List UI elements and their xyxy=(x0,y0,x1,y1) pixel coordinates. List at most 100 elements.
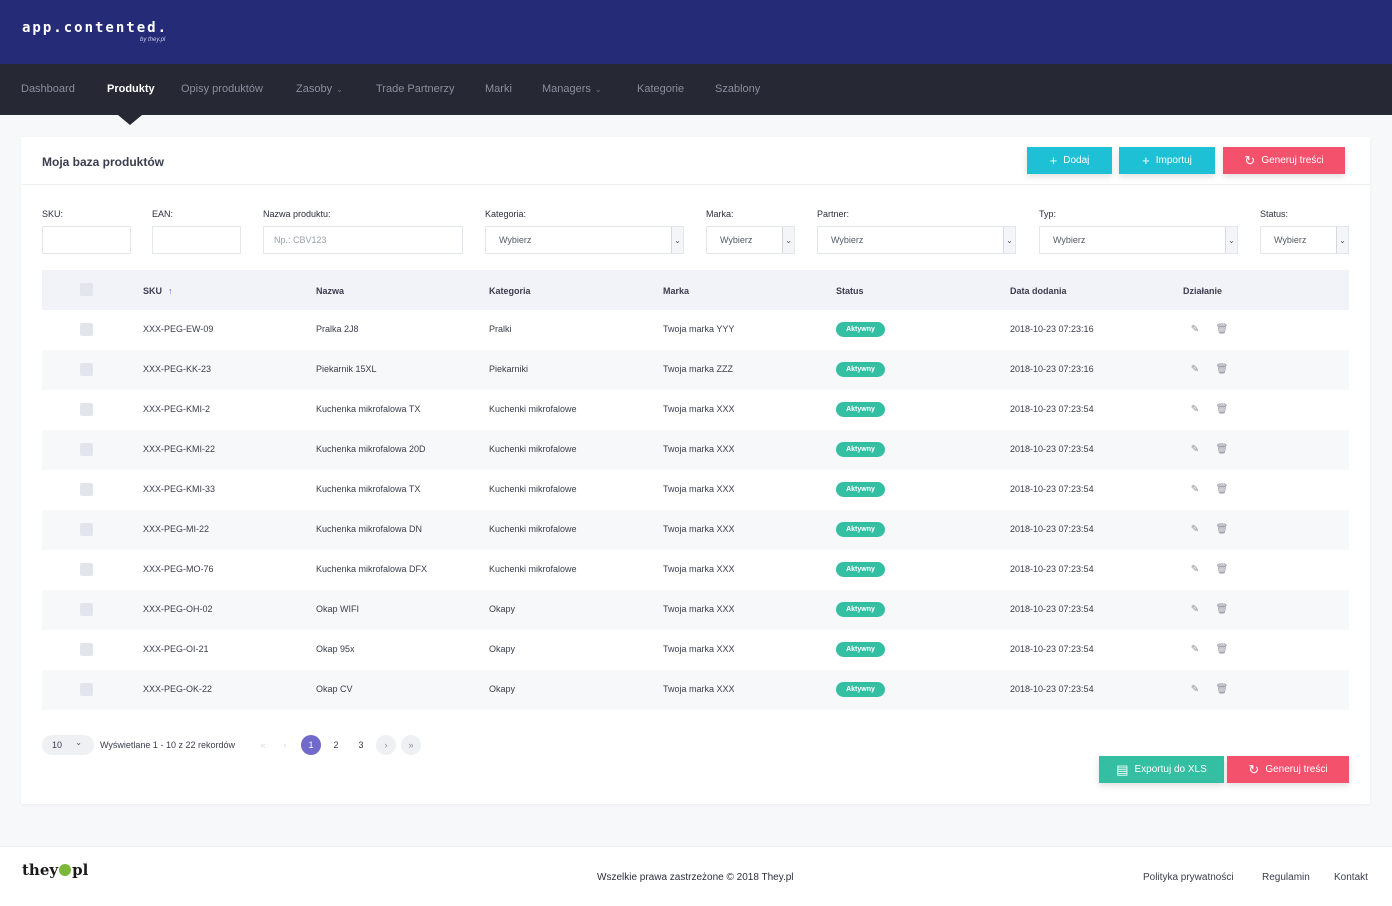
brand-filter-select[interactable]: Wybierz ⌄ xyxy=(706,226,795,254)
bug-icon xyxy=(59,864,72,876)
export-xls-button[interactable]: ▤ Exportuj do XLS xyxy=(1099,756,1224,783)
row-checkbox[interactable] xyxy=(80,643,93,656)
footer-logo[interactable]: they pl xyxy=(22,861,88,879)
cell-sku: XXX-PEG-KMI-33 xyxy=(143,484,216,494)
type-filter-select[interactable]: Wybierz ⌄ xyxy=(1039,226,1238,254)
generate-content-bottom-button[interactable]: ↻ Generuj treści xyxy=(1227,756,1349,783)
nav-label: Szablony xyxy=(715,83,761,95)
per-page-select[interactable]: 10 ⌄ xyxy=(42,735,94,755)
row-checkbox[interactable] xyxy=(80,683,93,696)
table-row: XXX-PEG-OI-21 Okap 95x Okapy Twoja marka… xyxy=(42,630,1349,670)
nav-item-trade-partnerzy[interactable]: Trade Partnerzy xyxy=(376,83,454,95)
import-button[interactable]: + Importuj xyxy=(1119,147,1215,174)
next-page-icon[interactable]: › xyxy=(376,735,396,755)
ean-filter-input[interactable] xyxy=(152,226,241,254)
cell-name: Okap WIFI xyxy=(316,604,360,614)
add-button-label: Dodaj xyxy=(1063,155,1090,166)
cell-date: 2018-10-23 07:23:54 xyxy=(1010,564,1094,574)
cell-category: Kuchenki mikrofalowe xyxy=(489,444,577,454)
cell-name: Kuchenka mikrofalowa TX xyxy=(316,404,421,414)
export-button-label: Exportuj do XLS xyxy=(1134,764,1207,775)
row-checkbox[interactable] xyxy=(80,523,93,536)
column-header-brand[interactable]: Marka xyxy=(663,286,690,296)
app-logo[interactable]: app.contented. xyxy=(22,20,169,36)
last-page-icon[interactable]: » xyxy=(401,735,421,755)
select-all-checkbox[interactable] xyxy=(80,283,93,296)
status-badge: Aktywny xyxy=(836,322,885,337)
row-checkbox[interactable] xyxy=(80,443,93,456)
cell-name: Kuchenka mikrofalowa TX xyxy=(316,484,421,494)
file-icon: ▤ xyxy=(1116,762,1129,777)
chevron-down-icon: ⌄ xyxy=(594,85,602,94)
nav-item-dashboard[interactable]: Dashboard xyxy=(21,83,75,95)
cell-name: Okap 95x xyxy=(316,644,355,654)
column-header-sku[interactable]: SKU ↑ xyxy=(143,286,173,296)
row-checkbox[interactable] xyxy=(80,363,93,376)
cell-brand: Twoja marka XXX xyxy=(663,444,735,454)
nav-item-opisy-produktow[interactable]: Opisy produktów xyxy=(181,83,263,95)
edit-icon[interactable]: ✎ xyxy=(1190,483,1200,495)
page-button[interactable]: 2 xyxy=(333,740,339,750)
edit-icon[interactable]: ✎ xyxy=(1190,403,1200,415)
edit-icon[interactable]: ✎ xyxy=(1190,683,1200,695)
pagination-info: Wyświetlane 1 - 10 z 22 rekordów xyxy=(100,740,235,750)
nav-label: Trade Partnerzy xyxy=(376,83,455,95)
trash-icon[interactable]: 🗑 xyxy=(1215,683,1229,695)
partner-filter-select[interactable]: Wybierz ⌄ xyxy=(817,226,1016,254)
edit-icon[interactable]: ✎ xyxy=(1190,323,1200,335)
nav-item-kategorie[interactable]: Kategorie xyxy=(637,83,684,95)
prev-page-icon[interactable]: ‹ xyxy=(283,740,287,750)
nav-item-marki[interactable]: Marki xyxy=(485,83,512,95)
import-button-label: Importuj xyxy=(1155,155,1192,166)
privacy-link[interactable]: Polityka prywatności xyxy=(1143,872,1234,883)
sku-filter-input[interactable] xyxy=(42,226,131,254)
row-checkbox[interactable] xyxy=(80,563,93,576)
add-button[interactable]: + Dodaj xyxy=(1027,147,1112,174)
trash-icon[interactable]: 🗑 xyxy=(1215,603,1229,615)
trash-icon[interactable]: 🗑 xyxy=(1215,403,1229,415)
column-header-date[interactable]: Data dodania xyxy=(1010,286,1067,296)
trash-icon[interactable]: 🗑 xyxy=(1215,483,1229,495)
cell-category: Piekarniki xyxy=(489,364,529,374)
page-title: Moja baza produktów xyxy=(42,155,165,169)
trash-icon[interactable]: 🗑 xyxy=(1215,563,1229,575)
edit-icon[interactable]: ✎ xyxy=(1190,523,1200,535)
cell-date: 2018-10-23 07:23:54 xyxy=(1010,684,1094,694)
column-header-status[interactable]: Status xyxy=(836,286,864,296)
category-filter-select[interactable]: Wybierz ⌄ xyxy=(485,226,684,254)
partner-filter-label: Partner: xyxy=(817,209,850,219)
row-checkbox[interactable] xyxy=(80,483,93,496)
nav-item-szablony[interactable]: Szablony xyxy=(715,83,760,95)
first-page-icon[interactable]: « xyxy=(260,740,266,750)
trash-icon[interactable]: 🗑 xyxy=(1215,363,1229,375)
trash-icon[interactable]: 🗑 xyxy=(1215,323,1229,335)
trash-icon[interactable]: 🗑 xyxy=(1215,643,1229,655)
row-checkbox[interactable] xyxy=(80,323,93,336)
edit-icon[interactable]: ✎ xyxy=(1190,363,1200,375)
edit-icon[interactable]: ✎ xyxy=(1190,563,1200,575)
page-button[interactable]: 1 xyxy=(301,735,321,755)
trash-icon[interactable]: 🗑 xyxy=(1215,443,1229,455)
status-badge: Aktywny xyxy=(836,522,885,537)
edit-icon[interactable]: ✎ xyxy=(1190,643,1200,655)
row-checkbox[interactable] xyxy=(80,403,93,416)
chevron-down-icon: ⌄ xyxy=(336,85,343,94)
edit-icon[interactable]: ✎ xyxy=(1190,603,1200,615)
column-header-category[interactable]: Kategoria xyxy=(489,286,531,296)
refresh-icon: ↻ xyxy=(1244,153,1256,168)
edit-icon[interactable]: ✎ xyxy=(1190,443,1200,455)
nav-item-zasoby[interactable]: Zasoby ⌄ xyxy=(296,83,343,95)
column-header-name[interactable]: Nazwa xyxy=(316,286,345,296)
contact-link[interactable]: Kontakt xyxy=(1334,872,1368,883)
row-checkbox[interactable] xyxy=(80,603,93,616)
terms-link[interactable]: Regulamin xyxy=(1262,872,1310,883)
page-button[interactable]: 3 xyxy=(358,740,364,750)
generate-content-button[interactable]: ↻ Generuj treści xyxy=(1223,147,1345,174)
name-filter-input[interactable]: Np.: CBV123 xyxy=(263,226,463,254)
nav-item-produkty[interactable]: Produkty xyxy=(107,83,155,95)
status-filter-select[interactable]: Wybierz ⌄ xyxy=(1260,226,1349,254)
nav-item-managers[interactable]: Managers ⌄ xyxy=(542,83,602,95)
trash-icon[interactable]: 🗑 xyxy=(1215,523,1229,535)
cell-date: 2018-10-23 07:23:54 xyxy=(1010,484,1094,494)
plus-icon: + xyxy=(1142,153,1150,168)
